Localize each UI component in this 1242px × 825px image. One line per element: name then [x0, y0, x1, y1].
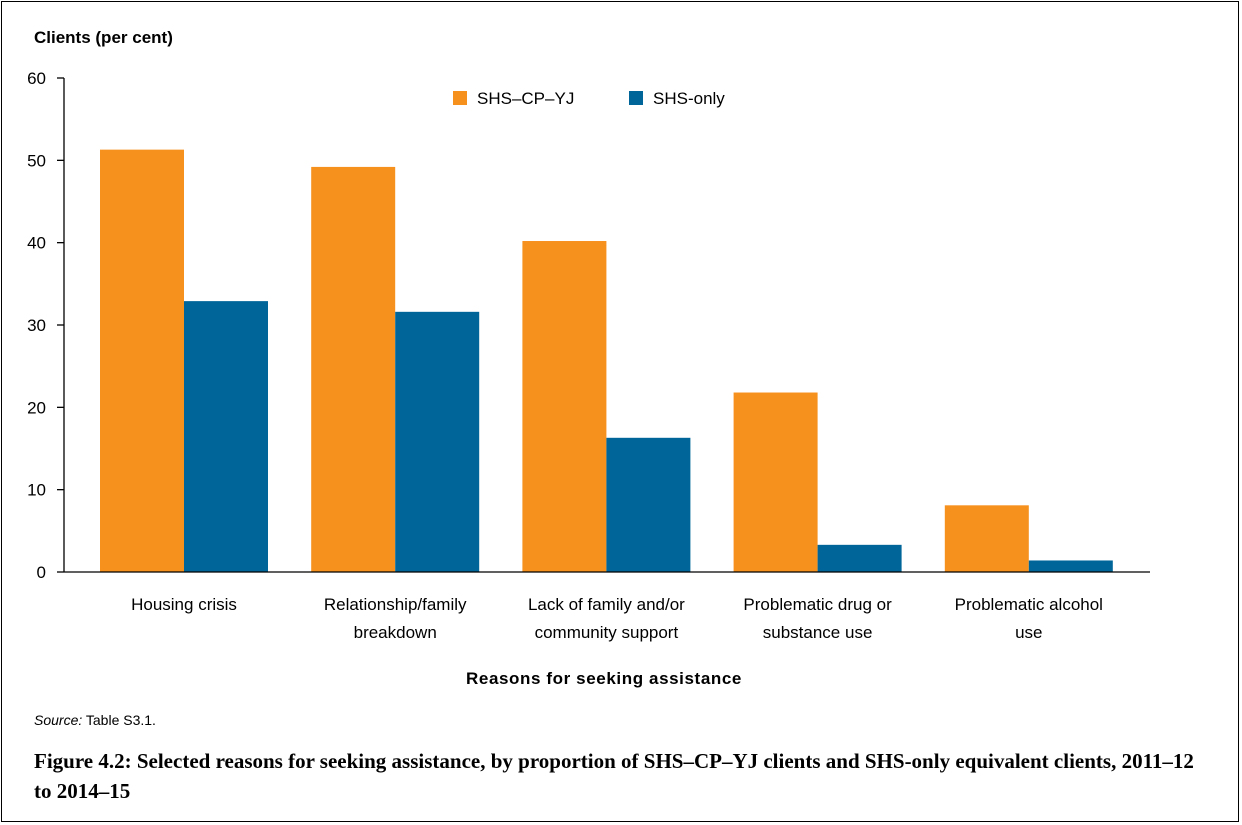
bars-group — [100, 149, 1113, 573]
y-tick-label: 40 — [27, 234, 46, 253]
x-tick-label-line: Relationship/family — [324, 595, 467, 614]
bar — [184, 301, 268, 572]
bar — [311, 166, 396, 573]
x-tick-label-line: substance use — [763, 623, 873, 642]
legend-label: SHS-only — [653, 89, 725, 108]
source-text: Table S3.1. — [82, 712, 156, 728]
y-tick-label: 30 — [27, 316, 46, 335]
x-tick-label: Housing crisis — [131, 595, 237, 614]
x-tick-label: Lack of family and/or community support — [528, 595, 685, 642]
x-tick-label: Relationship/family breakdown — [324, 595, 467, 642]
bar — [100, 149, 184, 572]
legend-swatch — [453, 91, 467, 105]
bar — [395, 311, 480, 572]
y-tick-label: 60 — [27, 69, 46, 88]
bar — [817, 544, 902, 572]
axes-group: 0 10 20 30 40 50 60 — [27, 69, 1150, 582]
bar — [522, 241, 607, 572]
legend-label: SHS–CP–YJ — [477, 89, 574, 108]
y-tick-label: 20 — [27, 398, 46, 417]
bar — [733, 392, 818, 572]
x-tick-label-line: Lack of family and/or — [528, 595, 685, 614]
source-note: Source: Table S3.1. — [34, 712, 156, 728]
x-tick-label: Problematic drug or substance use — [743, 595, 892, 642]
x-tick-label-line: Problematic drug or — [743, 595, 892, 614]
y-tick-label: 10 — [27, 481, 46, 500]
x-tick-labels: Housing crisis Relationship/family breakdo… — [131, 595, 1103, 642]
figure-caption: Figure 4.2: Selected reasons for seeking… — [34, 749, 1194, 803]
x-tick-label: Problematic alcohol use — [955, 595, 1103, 642]
y-tick-label: 0 — [37, 563, 46, 582]
source-label: Source: — [34, 712, 83, 728]
bar — [606, 437, 691, 572]
x-tick-label-line: community support — [535, 623, 679, 642]
y-tick-label: 50 — [27, 151, 46, 170]
legend-swatch — [629, 91, 643, 105]
x-tick-label-line: breakdown — [354, 623, 437, 642]
x-tick-label-line: use — [1015, 623, 1042, 642]
x-axis-title: Reasons for seeking assistance — [466, 669, 742, 688]
x-tick-label-line: Housing crisis — [131, 595, 237, 614]
x-tick-label-line: Problematic alcohol — [955, 595, 1103, 614]
bar — [1028, 560, 1113, 572]
y-axis-title: Clients (per cent) — [34, 28, 173, 47]
bar — [944, 505, 1029, 572]
legend: SHS–CP–YJ SHS-only — [453, 89, 725, 108]
